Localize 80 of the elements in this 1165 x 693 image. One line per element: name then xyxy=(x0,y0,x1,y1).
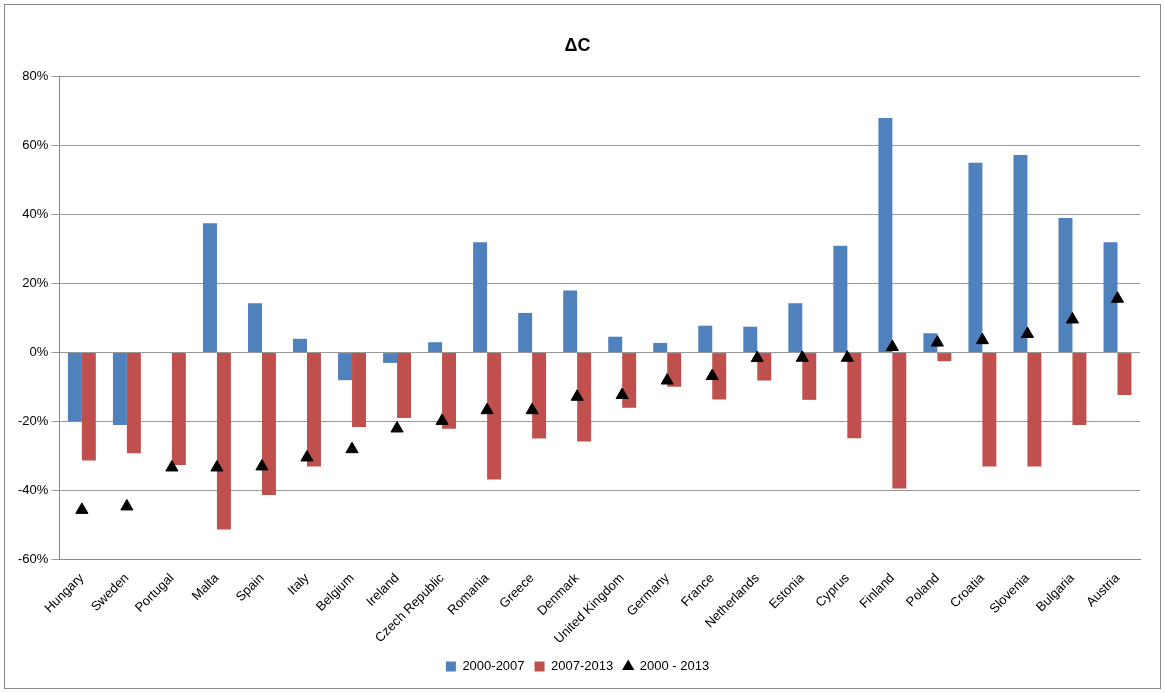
y-tick-label: 60% xyxy=(22,137,49,153)
y-tick-label: 40% xyxy=(22,206,49,222)
bar xyxy=(352,353,366,428)
bar xyxy=(608,336,623,353)
bar xyxy=(202,223,217,353)
bar xyxy=(442,353,457,429)
point xyxy=(660,373,674,385)
bar xyxy=(216,353,231,530)
point xyxy=(615,387,629,400)
bar xyxy=(892,353,907,489)
point xyxy=(345,441,359,454)
bar xyxy=(1027,353,1042,467)
bar xyxy=(248,303,262,353)
bar xyxy=(1072,353,1087,426)
point xyxy=(705,368,719,381)
y-tick-label: 80% xyxy=(22,68,49,84)
bar xyxy=(712,353,727,400)
bar xyxy=(577,353,592,442)
bar xyxy=(878,118,893,353)
legend-label: 2007-2013 xyxy=(551,658,614,674)
point xyxy=(975,332,989,345)
bar xyxy=(1103,242,1118,353)
point xyxy=(750,350,764,363)
y-tick-label: 0% xyxy=(29,344,49,360)
bar xyxy=(428,342,443,353)
y-tick-label: -20% xyxy=(17,413,49,429)
bar xyxy=(968,162,983,353)
bar xyxy=(788,303,803,353)
bar xyxy=(563,290,578,353)
bar xyxy=(487,353,502,480)
bar xyxy=(518,312,533,353)
point xyxy=(570,389,584,401)
bar xyxy=(383,353,398,363)
bar xyxy=(833,245,848,353)
point xyxy=(795,350,809,362)
point xyxy=(1020,326,1034,338)
bar xyxy=(1058,218,1073,353)
point xyxy=(390,420,404,433)
point xyxy=(165,459,179,472)
y-tick-label: -40% xyxy=(17,482,49,498)
bar xyxy=(67,353,82,422)
point xyxy=(1065,311,1080,324)
bar xyxy=(622,353,637,408)
bar xyxy=(307,353,321,467)
point xyxy=(120,498,134,511)
chart-title: ΔC xyxy=(564,34,591,55)
bar xyxy=(126,353,141,454)
bar xyxy=(937,353,952,362)
point xyxy=(300,449,314,462)
bar xyxy=(847,353,862,439)
point xyxy=(75,502,89,514)
point xyxy=(840,350,854,362)
bar xyxy=(982,353,997,467)
bar xyxy=(802,353,817,400)
bar xyxy=(1013,154,1028,353)
point xyxy=(525,402,539,415)
y-tick-label: -60% xyxy=(17,551,49,567)
bar xyxy=(171,353,186,466)
bar xyxy=(112,353,127,426)
point xyxy=(435,413,449,425)
bar xyxy=(397,353,412,419)
point xyxy=(255,458,269,471)
y-tick-label: 20% xyxy=(22,275,49,291)
bar xyxy=(532,353,547,439)
legend-label: 2000 - 2013 xyxy=(639,658,710,674)
point xyxy=(210,459,224,472)
point xyxy=(1110,291,1125,303)
bar xyxy=(293,338,307,353)
bar xyxy=(261,353,276,496)
bar xyxy=(338,353,353,381)
bar xyxy=(81,353,96,461)
legend-label: 2000-2007 xyxy=(462,658,525,674)
bar xyxy=(698,325,713,353)
x-tick-label: Italy xyxy=(284,569,312,598)
point xyxy=(885,339,899,352)
point xyxy=(480,402,494,415)
bar xyxy=(743,326,758,353)
bar xyxy=(1117,353,1132,396)
bar xyxy=(653,342,668,353)
bar xyxy=(473,242,488,353)
